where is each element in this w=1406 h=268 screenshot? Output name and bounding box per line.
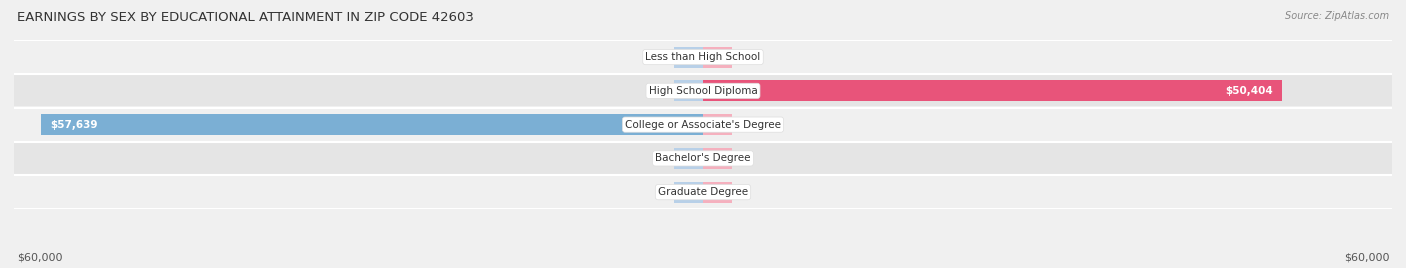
Text: $0: $0 <box>738 52 751 62</box>
Bar <box>14 109 1392 140</box>
Text: $0: $0 <box>655 187 669 197</box>
Text: Less than High School: Less than High School <box>645 52 761 62</box>
Text: $0: $0 <box>655 86 669 96</box>
Text: $0: $0 <box>655 153 669 163</box>
Text: $50,404: $50,404 <box>1225 86 1272 96</box>
Text: Source: ZipAtlas.com: Source: ZipAtlas.com <box>1285 11 1389 21</box>
Text: $60,000: $60,000 <box>1344 253 1389 263</box>
Bar <box>703 80 1282 101</box>
Bar <box>675 148 703 169</box>
Bar <box>675 80 703 101</box>
Text: $57,639: $57,639 <box>51 120 98 130</box>
Text: $60,000: $60,000 <box>17 253 62 263</box>
Text: College or Associate's Degree: College or Associate's Degree <box>626 120 780 130</box>
Bar <box>703 182 731 203</box>
Text: EARNINGS BY SEX BY EDUCATIONAL ATTAINMENT IN ZIP CODE 42603: EARNINGS BY SEX BY EDUCATIONAL ATTAINMEN… <box>17 11 474 24</box>
Text: $0: $0 <box>738 120 751 130</box>
Text: $0: $0 <box>655 52 669 62</box>
Bar <box>14 177 1392 208</box>
Bar <box>14 75 1392 106</box>
Bar <box>675 47 703 68</box>
Bar <box>675 182 703 203</box>
Bar <box>703 148 731 169</box>
Bar <box>703 114 731 135</box>
Text: $0: $0 <box>738 187 751 197</box>
Text: $0: $0 <box>738 153 751 163</box>
Bar <box>14 42 1392 73</box>
Bar <box>14 143 1392 174</box>
Bar <box>703 47 731 68</box>
Text: Graduate Degree: Graduate Degree <box>658 187 748 197</box>
Text: Bachelor's Degree: Bachelor's Degree <box>655 153 751 163</box>
Text: High School Diploma: High School Diploma <box>648 86 758 96</box>
Bar <box>41 114 703 135</box>
